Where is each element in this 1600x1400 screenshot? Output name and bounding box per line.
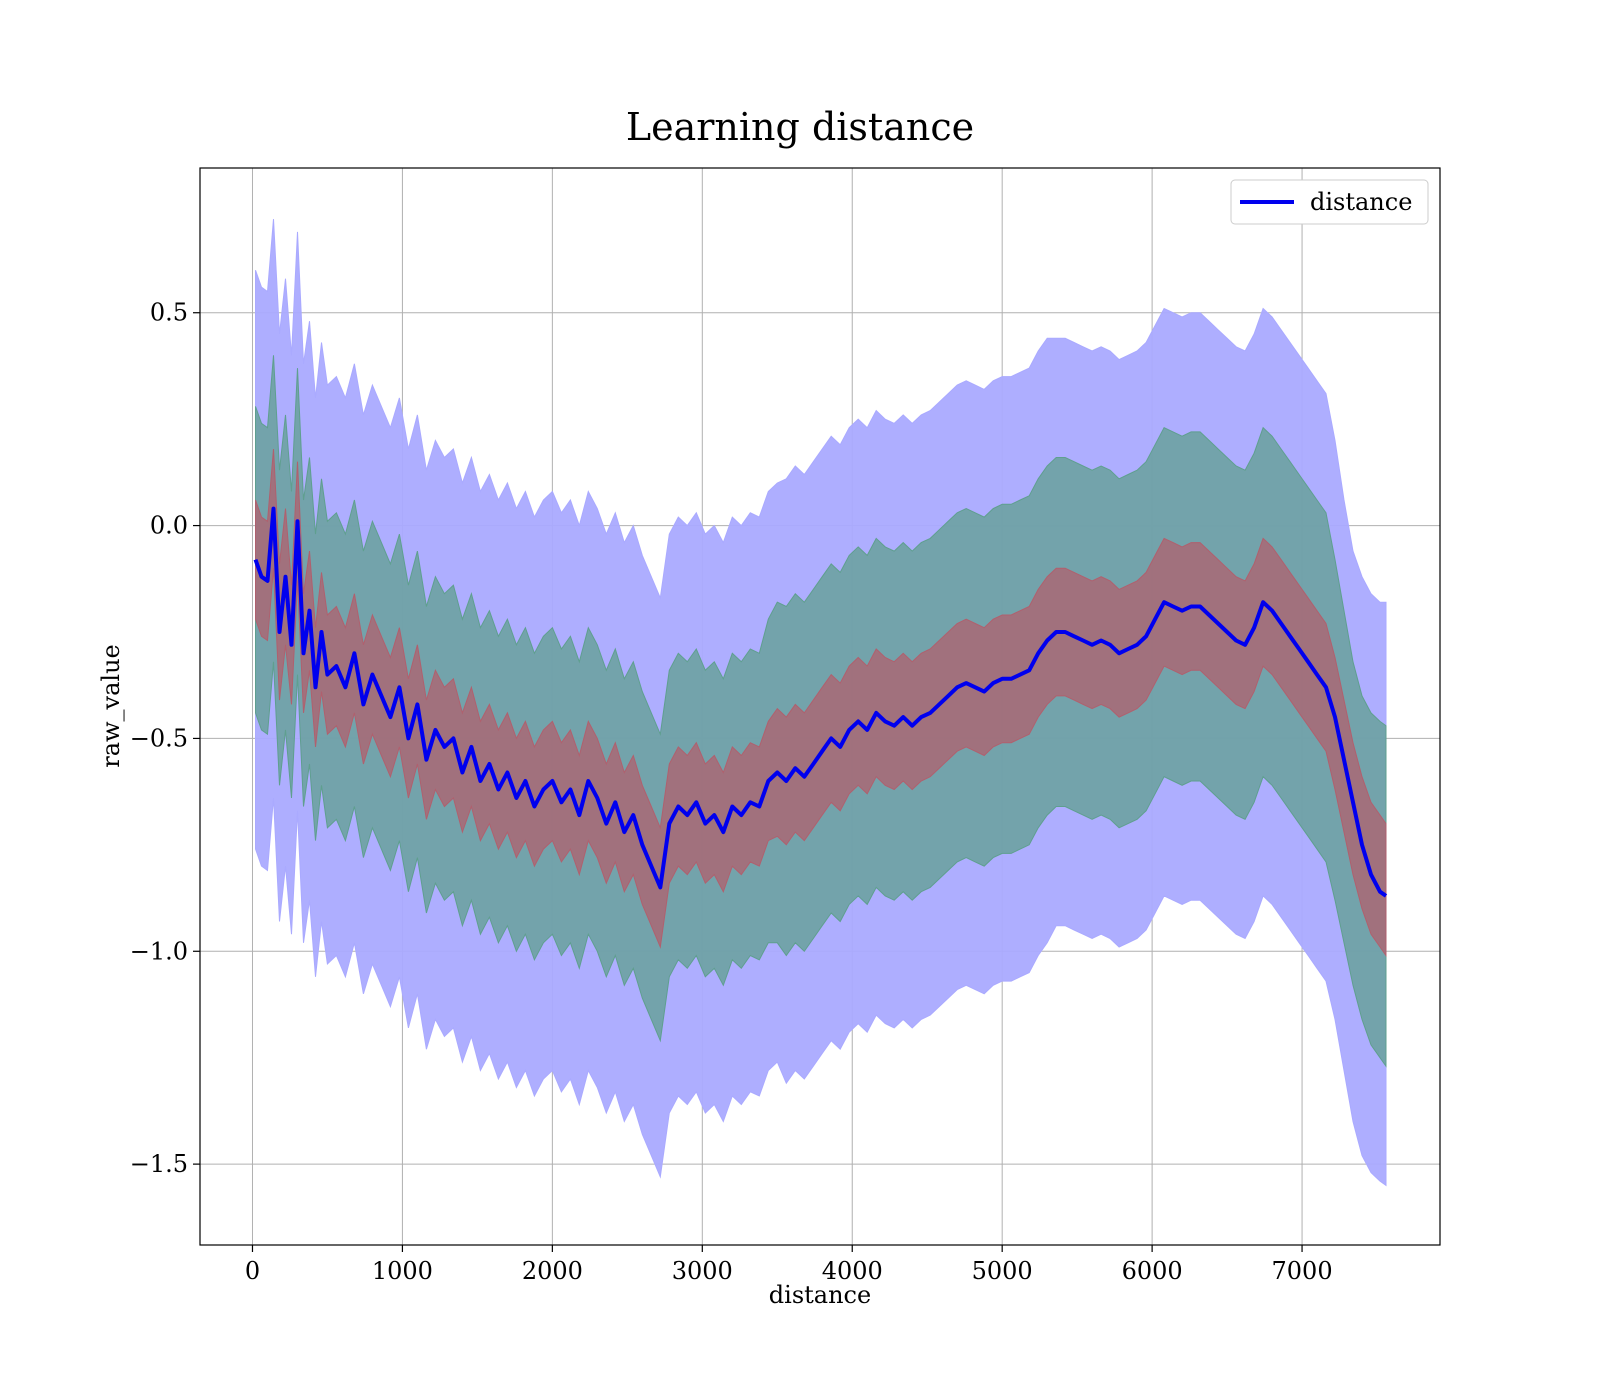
x-axis-label: distance [769,1281,871,1309]
y-axis: 0.5 0.0 −0.5 −1.0 −1.5 [130,299,200,1178]
confidence-band-3 [255,448,1387,958]
legend-box [1230,179,1429,225]
x-tick-label: 0 [245,1257,260,1285]
plot-frame [199,167,1441,1246]
series-line-distance [253,506,1388,898]
x-tick-label: 2000 [522,1257,583,1285]
y-tick-label: 0.5 [150,299,188,327]
legend: distance [1230,179,1429,225]
x-tick-label: 3000 [672,1257,733,1285]
x-axis: 0 1000 2000 3000 4000 5000 6000 7000 [245,1245,1333,1285]
legend-label: distance [1310,188,1412,216]
y-tick-label: 0.0 [150,512,188,540]
y-axis-label: raw_value [97,644,125,768]
x-tick-label: 7000 [1272,1257,1333,1285]
x-tick-label: 4000 [822,1257,883,1285]
y-tick-label: −0.5 [130,724,188,752]
y-tick-label: −1.0 [130,937,188,965]
std-bands [255,219,1387,1187]
x-tick-label: 5000 [972,1257,1033,1285]
chart-title: Learning distance [626,105,974,149]
y-tick-label: −1.5 [130,1150,188,1178]
series-lines [253,506,1388,898]
x-tick-label: 6000 [1122,1257,1183,1285]
x-tick-label: 1000 [372,1257,433,1285]
